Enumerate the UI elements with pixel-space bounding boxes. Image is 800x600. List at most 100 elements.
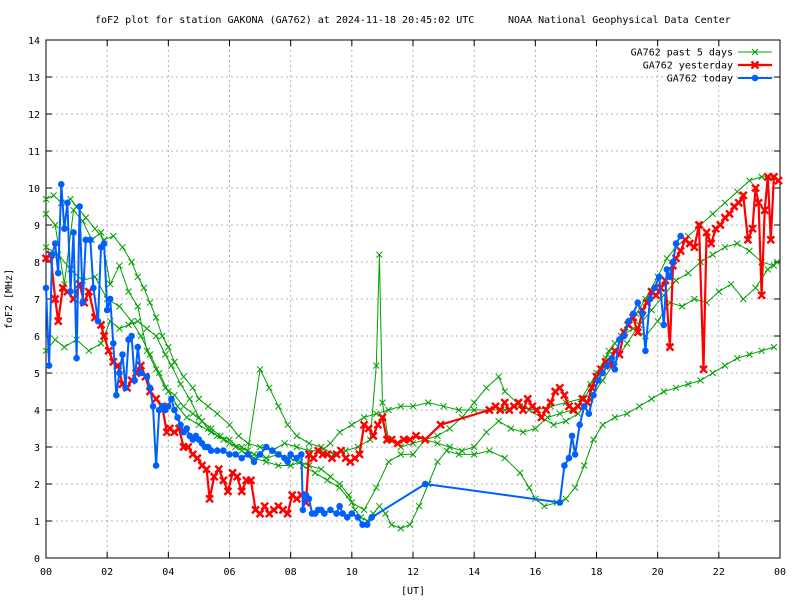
data-point <box>51 240 59 247</box>
y-tick-label: 1 <box>34 517 40 528</box>
data-point <box>519 428 527 436</box>
data-point <box>556 410 564 418</box>
data-point <box>684 380 692 388</box>
data-point <box>299 506 307 514</box>
data-point <box>470 451 478 458</box>
data-point <box>651 290 661 300</box>
data-point <box>116 325 123 332</box>
x-axis-label: [UT] <box>401 586 425 597</box>
data-point <box>397 402 405 410</box>
data-point <box>137 332 145 340</box>
data-point <box>125 288 132 295</box>
data-point <box>605 347 613 355</box>
data-point <box>287 451 294 458</box>
data-point <box>223 487 233 496</box>
data-point <box>250 451 258 458</box>
data-point <box>256 443 264 451</box>
data-point <box>70 229 77 236</box>
data-point <box>255 509 265 518</box>
data-point <box>483 384 490 392</box>
data-point <box>180 373 187 381</box>
data-point <box>354 514 362 521</box>
data-point <box>446 443 454 451</box>
data-point <box>207 447 215 455</box>
data-point <box>691 295 698 303</box>
data-point <box>50 192 57 199</box>
data-point <box>541 405 551 415</box>
data-point <box>275 451 282 458</box>
legend-label: GA762 today <box>667 74 733 85</box>
data-point <box>746 351 753 358</box>
data-point <box>343 514 351 521</box>
x-tick-label: 22 <box>713 567 725 578</box>
data-point <box>397 525 405 532</box>
data-point <box>137 369 145 377</box>
data-point <box>458 447 466 455</box>
data-point <box>193 453 202 463</box>
data-point <box>634 299 642 307</box>
data-point <box>143 373 151 381</box>
data-point <box>189 384 197 392</box>
data-point <box>336 502 343 510</box>
data-point <box>455 406 463 414</box>
data-point <box>382 510 389 517</box>
data-point <box>738 191 748 200</box>
data-point <box>436 420 445 430</box>
data-point <box>406 521 414 529</box>
legend: GA762 past 5 days GA762 yesterday GA762 to… <box>631 48 772 85</box>
data-point <box>336 446 346 456</box>
data-point <box>405 435 415 444</box>
x-tick-label: 04 <box>162 567 174 578</box>
data-point <box>774 176 783 185</box>
data-point <box>57 181 65 188</box>
data-point <box>743 235 753 245</box>
data-point <box>336 484 343 492</box>
data-point <box>421 480 429 488</box>
data-point <box>773 258 781 266</box>
data-point <box>393 438 403 448</box>
x-tick-label: 12 <box>407 567 419 578</box>
data-point <box>388 521 395 529</box>
data-point <box>345 491 353 499</box>
data-point <box>122 384 129 392</box>
data-point <box>100 240 108 247</box>
series-line <box>45 183 682 526</box>
y-tick-label: 8 <box>34 258 40 269</box>
data-point <box>446 425 454 432</box>
data-point <box>260 501 270 511</box>
data-point <box>171 406 178 414</box>
data-point <box>562 417 570 425</box>
data-point <box>721 243 729 251</box>
x-tick-label: 16 <box>529 567 541 578</box>
data-point <box>654 317 662 325</box>
data-point <box>655 273 663 281</box>
x-tick-label: 14 <box>468 567 480 578</box>
data-point <box>770 343 778 351</box>
data-point <box>748 224 757 234</box>
data-point <box>151 394 161 404</box>
data-point <box>537 413 546 422</box>
data-point <box>590 391 597 399</box>
y-tick-label: 14 <box>28 36 40 47</box>
data-point <box>348 499 356 506</box>
data-point <box>733 354 741 362</box>
data-point <box>660 388 668 395</box>
data-point <box>97 340 105 347</box>
data-point <box>152 332 160 340</box>
data-point <box>424 399 432 406</box>
data-point <box>348 421 356 429</box>
data-point <box>495 417 502 425</box>
data-point <box>109 232 117 240</box>
data-point <box>709 369 717 377</box>
data-point <box>603 362 611 369</box>
data-point <box>409 402 417 410</box>
data-point <box>555 383 565 393</box>
x-tick-label: 08 <box>285 567 297 578</box>
data-point <box>709 210 717 218</box>
data-point <box>590 436 597 443</box>
data-point <box>177 421 184 429</box>
data-point <box>232 451 239 458</box>
data-point <box>168 362 175 369</box>
data-point <box>87 236 94 244</box>
